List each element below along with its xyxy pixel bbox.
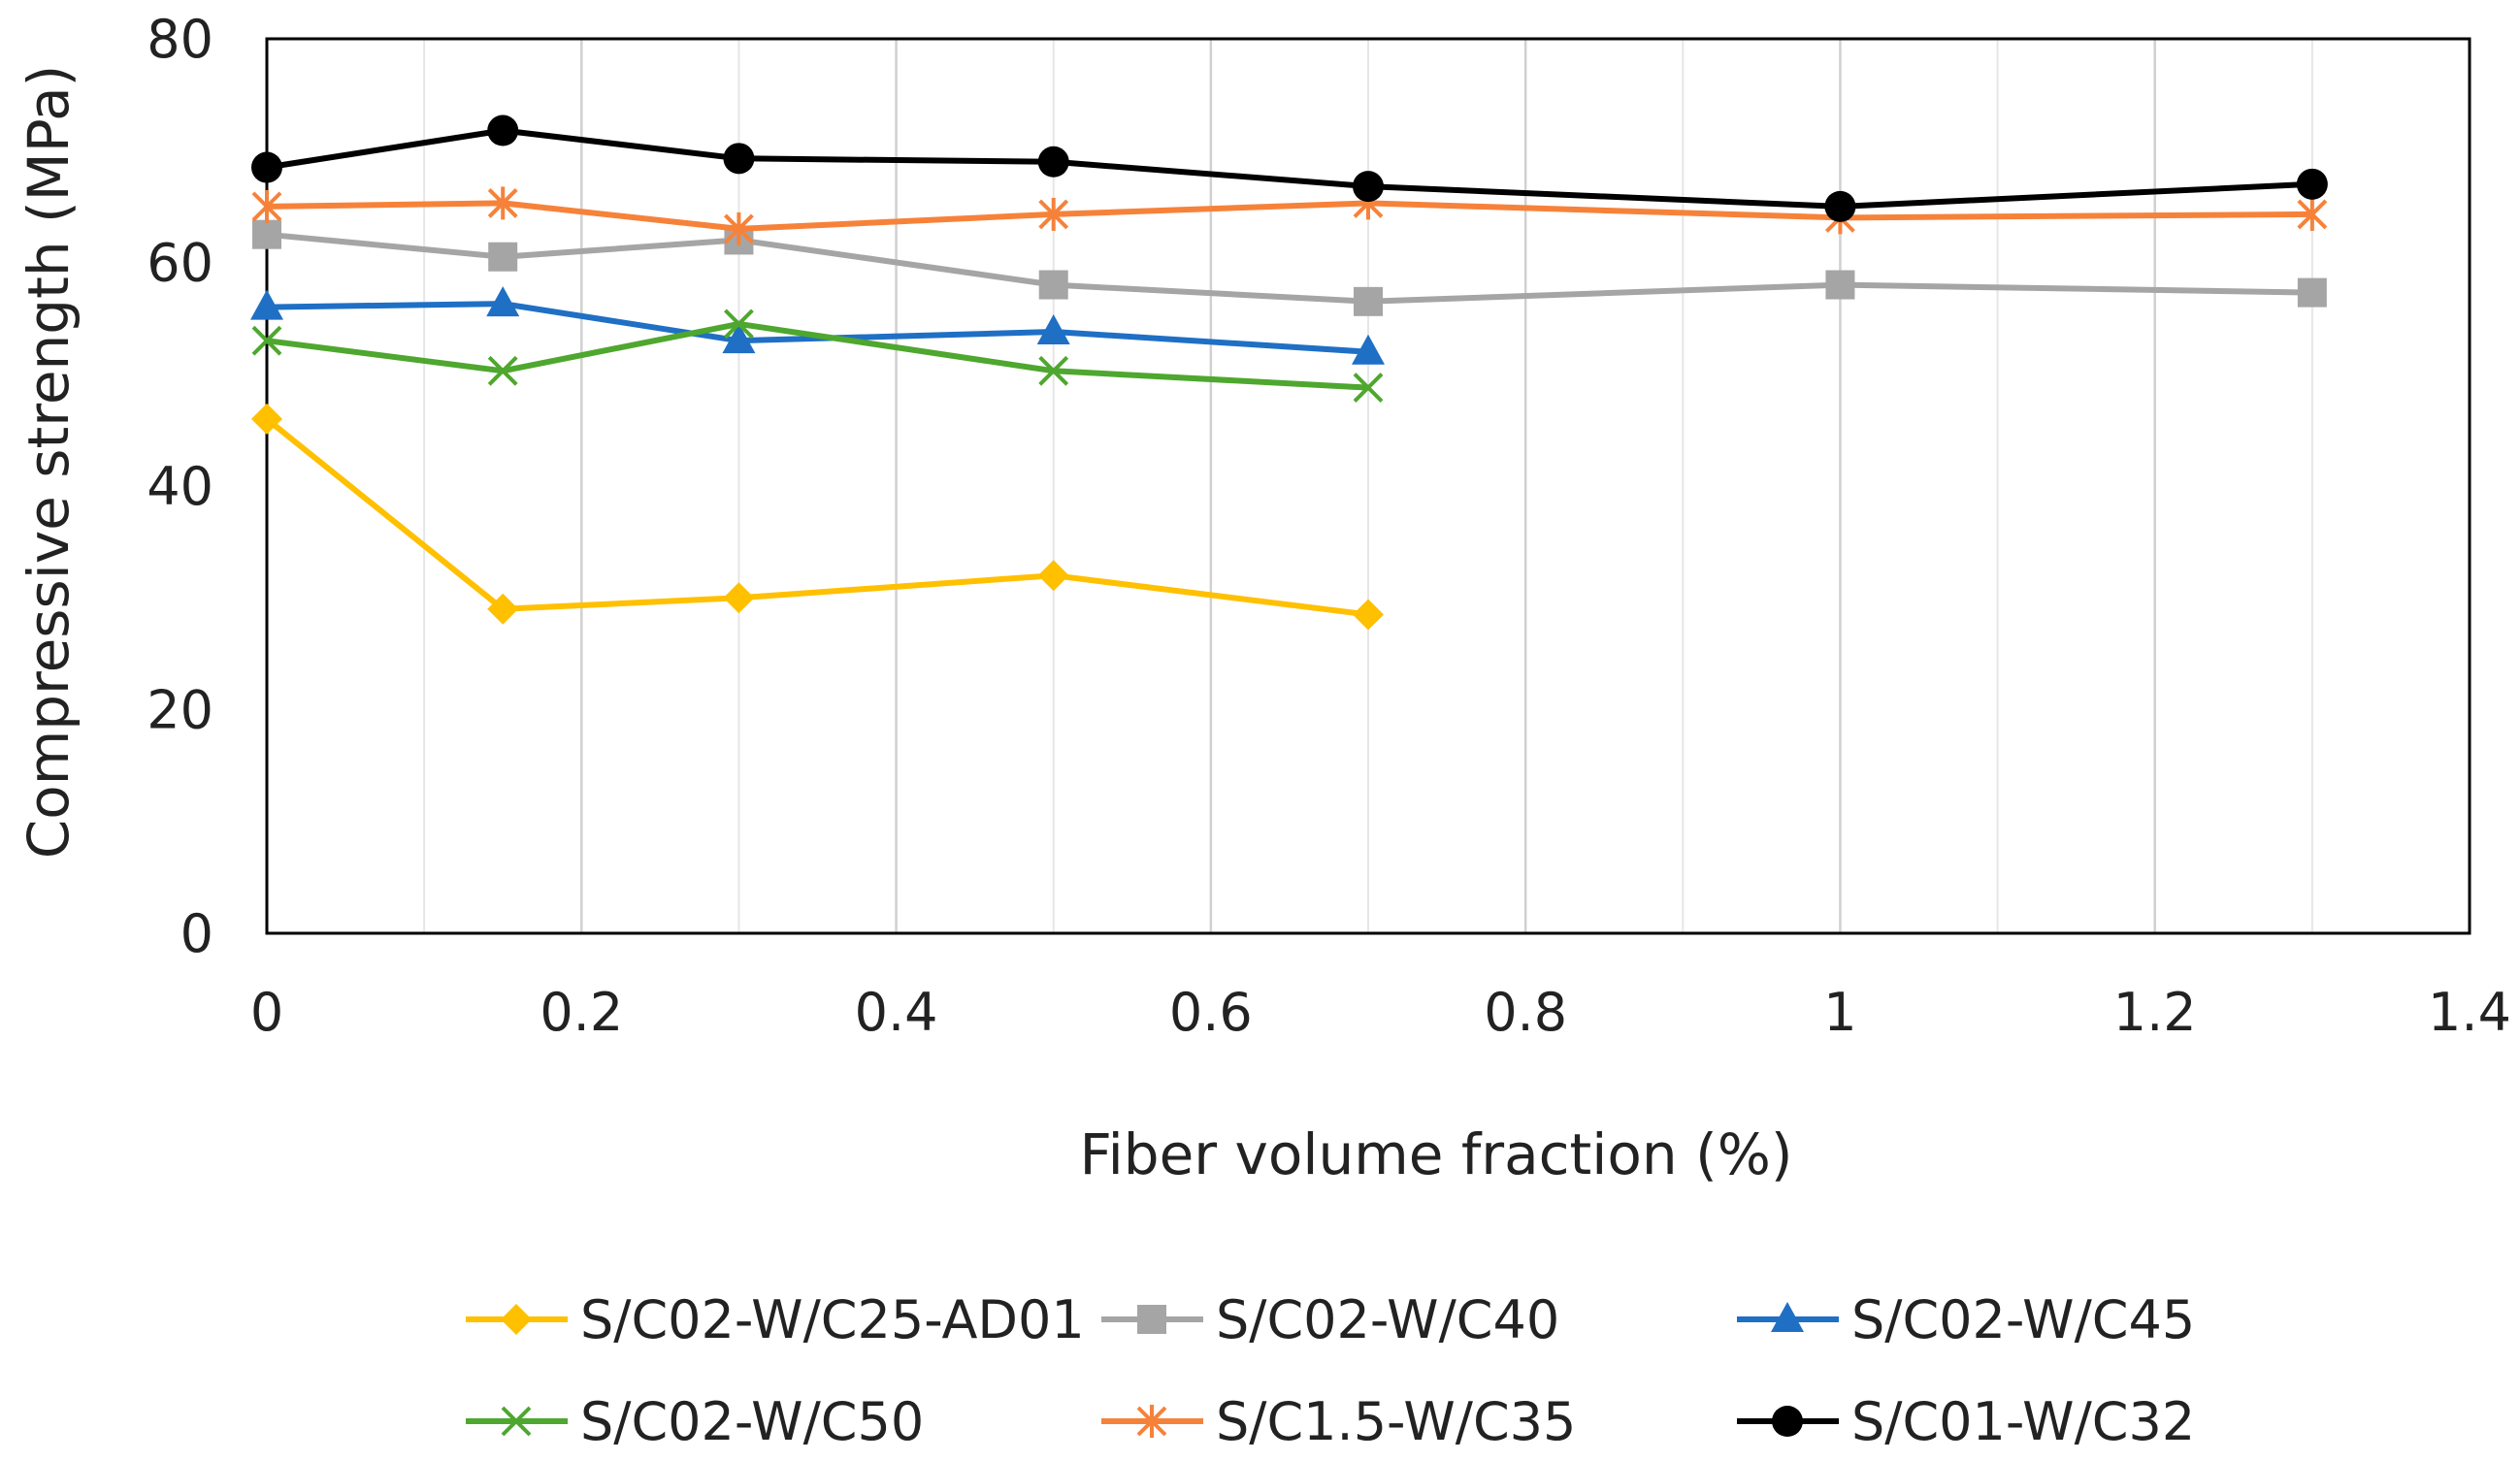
y-axis-title: Compressive strength (MPa) [16, 65, 82, 860]
data-point [486, 286, 520, 317]
legend-label: S/C02-W/C50 [580, 1391, 924, 1452]
x-axis-ticks: 0 0.2 0.4 0.6 0.8 1 1.2 1.4 [250, 982, 2511, 1043]
series-line [266, 231, 2312, 305]
plot-area-border [265, 37, 2471, 935]
series-4 [251, 308, 1384, 403]
legend-item: S/C02-W/C50 [466, 1391, 924, 1452]
legend-marker [501, 1406, 532, 1437]
data-point [1824, 190, 1856, 222]
marker-stroke [1038, 355, 1069, 386]
data-point [1038, 270, 1068, 300]
data-point [2296, 168, 2328, 200]
legend-item: S/C02-W/C25-AD01 [466, 1289, 1085, 1350]
legend: S/C02-W/C25-AD01 S/C02-W/C40 S/C02-W/C45 S/… [466, 1289, 2195, 1452]
marker-stroke [251, 325, 282, 356]
series-line [266, 301, 1369, 355]
data-point [1353, 599, 1384, 631]
data-point [251, 403, 282, 435]
legend-label: S/C01-W/C32 [1851, 1391, 2195, 1452]
data-point [250, 289, 283, 320]
series-line [266, 200, 2312, 232]
legend-label: S/C02-W/C45 [1851, 1289, 2195, 1350]
legend-item: S/C02-W/C45 [1737, 1289, 2195, 1350]
legend-marker [1772, 1406, 1803, 1437]
data-point [1037, 560, 1069, 592]
y-tick-label: 80 [147, 9, 213, 70]
series-line [266, 127, 2313, 210]
legend-marker [1137, 1305, 1166, 1334]
data-point [724, 211, 754, 245]
legend-marker [501, 1304, 532, 1335]
data-point [1825, 270, 1855, 300]
y-tick-label: 60 [147, 233, 213, 294]
data-point [487, 114, 519, 146]
data-point [1353, 373, 1384, 403]
data-point [1353, 171, 1384, 203]
data-point [1354, 286, 1383, 316]
legend-item: S/C1.5-W/C35 [1101, 1391, 1576, 1452]
data-point [722, 323, 756, 354]
series-1 [251, 403, 1384, 631]
series-2 [252, 219, 2327, 316]
x-tick-label: 0.4 [855, 982, 938, 1043]
data-point [252, 219, 281, 249]
legend-item: S/C01-W/C32 [1737, 1391, 2195, 1452]
legend-label: S/C02-W/C40 [1216, 1289, 1559, 1350]
marker-stroke [501, 1406, 532, 1437]
data-point [251, 189, 282, 223]
series-group [250, 114, 2328, 631]
data-point [723, 582, 755, 614]
data-point [487, 593, 519, 625]
x-tick-label: 0 [250, 982, 283, 1043]
x-tick-label: 1.4 [2428, 982, 2511, 1043]
data-point [488, 242, 518, 272]
x-tick-label: 0.2 [540, 982, 623, 1043]
data-point [1038, 355, 1069, 386]
y-axis-ticks: 0 20 40 60 80 [147, 9, 213, 964]
y-tick-label: 40 [147, 456, 213, 517]
data-point [1036, 313, 1070, 344]
series-3 [250, 286, 1385, 365]
x-tick-label: 1 [1823, 982, 1856, 1043]
data-point [1038, 197, 1069, 231]
legend-item: S/C02-W/C40 [1101, 1289, 1559, 1350]
data-point [2297, 197, 2328, 231]
marker-stroke [487, 355, 518, 386]
data-point [487, 355, 518, 386]
marker-stroke [1353, 373, 1384, 403]
legend-label: S/C1.5-W/C35 [1216, 1391, 1576, 1452]
data-point [1352, 334, 1385, 365]
data-point [1037, 146, 1069, 178]
marker-stroke [724, 308, 754, 340]
legend-marker [1771, 1302, 1804, 1332]
data-point [251, 151, 282, 183]
data-point [251, 325, 282, 356]
y-tick-label: 20 [147, 680, 213, 741]
grid-lines [423, 39, 2313, 933]
y-tick-label: 0 [180, 903, 213, 964]
series-6 [251, 114, 2328, 222]
data-point [723, 143, 755, 175]
legend-marker [1136, 1405, 1167, 1438]
series-line [265, 416, 1369, 618]
data-point [487, 186, 518, 220]
data-point [2297, 277, 2327, 308]
legend-label: S/C02-W/C25-AD01 [580, 1289, 1085, 1350]
x-tick-label: 0.6 [1169, 982, 1253, 1043]
series-line [266, 320, 1369, 391]
x-tick-label: 1.2 [2113, 982, 2197, 1043]
data-point [724, 308, 754, 340]
x-tick-label: 0.8 [1484, 982, 1567, 1043]
x-axis-title: Fiber volume fraction (%) [1080, 1121, 1793, 1187]
